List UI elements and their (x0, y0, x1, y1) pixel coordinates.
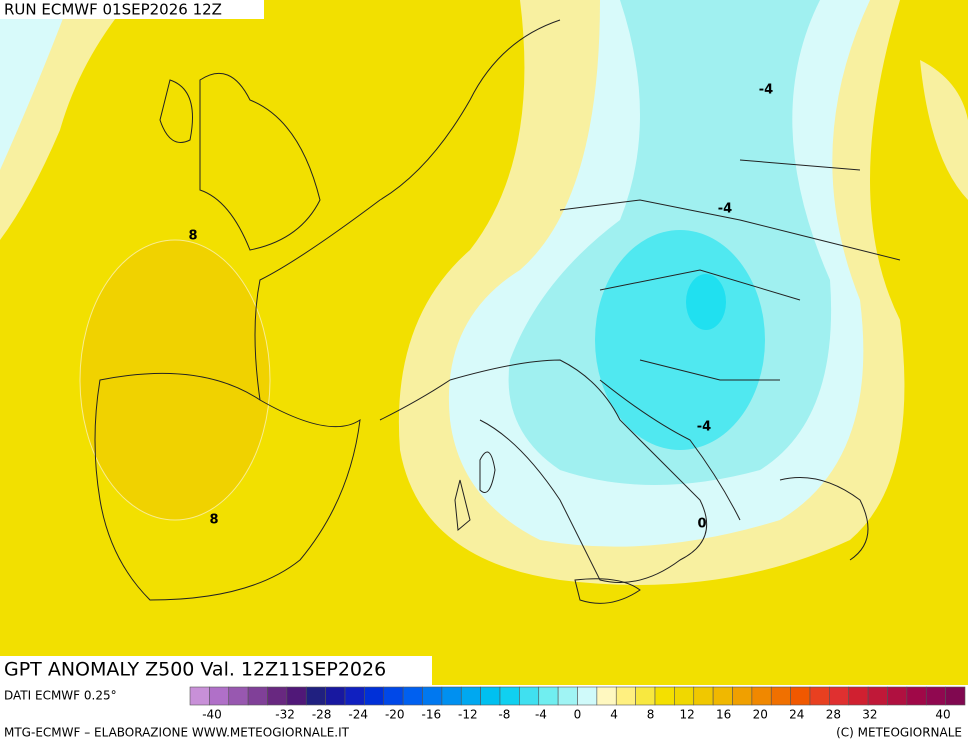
color-swatch (441, 686, 462, 706)
color-swatch (499, 686, 520, 706)
map: 8 8 -4 -4 -4 0 (0, 0, 968, 685)
color-swatch (305, 686, 326, 706)
color-swatch (712, 686, 733, 706)
color-swatch (228, 686, 249, 706)
colorbar-tick-label: 12 (680, 708, 695, 722)
color-swatch (325, 686, 346, 706)
color-swatch (790, 686, 811, 706)
color-swatch (577, 686, 598, 706)
color-swatch (267, 686, 288, 706)
color-swatch (460, 686, 481, 706)
colorbar: -40 -32 -28 -24 -20 -16 -12 -8 -4 0 4 8 12 16 20 24 28 32… (189, 686, 966, 722)
colorbar-tick-label: 20 (753, 708, 768, 722)
color-swatch (829, 686, 850, 706)
color-swatch (209, 686, 230, 706)
color-swatch (906, 686, 927, 706)
colorbar-tick-label: -16 (421, 708, 441, 722)
color-swatch (925, 686, 946, 706)
contour-label: 8 (209, 513, 218, 528)
colorbar-tick-label: -40 (202, 708, 222, 722)
color-swatch (945, 686, 966, 706)
color-swatch (635, 686, 656, 706)
color-swatch (402, 686, 423, 706)
color-swatch (286, 686, 307, 706)
contour-label: 0 (697, 517, 706, 532)
color-swatch (480, 686, 501, 706)
colorbar-tick-label: -28 (312, 708, 332, 722)
color-swatch (422, 686, 443, 706)
color-swatch (615, 686, 636, 706)
colorbar-tick-label: -20 (385, 708, 405, 722)
color-swatch (538, 686, 559, 706)
color-swatch (189, 686, 210, 706)
color-swatch (364, 686, 385, 706)
colorbar-tick-label: -32 (275, 708, 295, 722)
source-label: DATI ECMWF 0.25° (4, 689, 117, 703)
color-swatch (732, 686, 753, 706)
color-swatch (693, 686, 714, 706)
colorbar-tick-label: -12 (458, 708, 478, 722)
color-swatch (383, 686, 404, 706)
contour-label: 8 (188, 229, 197, 244)
colorbar-tick-label: 28 (826, 708, 841, 722)
color-swatch (887, 686, 908, 706)
color-swatch (867, 686, 888, 706)
colorbar-tick-label: 16 (716, 708, 731, 722)
copyright-label: (C) METEOGIORNALE (836, 726, 962, 740)
color-swatch (848, 686, 869, 706)
colorbar-tick-label: 24 (789, 708, 804, 722)
contour-label: -4 (718, 202, 732, 217)
credit-label: MTG-ECMWF – ELABORAZIONE WWW.METEOGIORNA… (4, 726, 350, 740)
colorbar-tick-label: -24 (348, 708, 368, 722)
colorbar-tick-label: 4 (610, 708, 618, 722)
colorbar-tick-label: -4 (535, 708, 547, 722)
color-swatch (247, 686, 268, 706)
color-swatch (751, 686, 772, 706)
contour-label: -4 (759, 83, 773, 98)
map-title: GPT ANOMALY Z500 Val. 12Z11SEP2026 (4, 659, 386, 681)
run-label: RUN ECMWF 01SEP2026 12Z (4, 1, 222, 19)
colorbar-tick-label: 40 (935, 708, 950, 722)
color-swatch (596, 686, 617, 706)
color-swatch (809, 686, 830, 706)
colorbar-tick-label: 0 (574, 708, 582, 722)
colorbar-tick-label: -8 (498, 708, 510, 722)
color-swatch (674, 686, 695, 706)
colorbar-tick-label: 32 (862, 708, 877, 722)
color-swatch (654, 686, 675, 706)
colorbar-tick-label: 8 (647, 708, 655, 722)
color-swatch (770, 686, 791, 706)
color-swatch (557, 686, 578, 706)
contour-label: -4 (697, 420, 711, 435)
color-swatch (519, 686, 540, 706)
color-swatch (344, 686, 365, 706)
